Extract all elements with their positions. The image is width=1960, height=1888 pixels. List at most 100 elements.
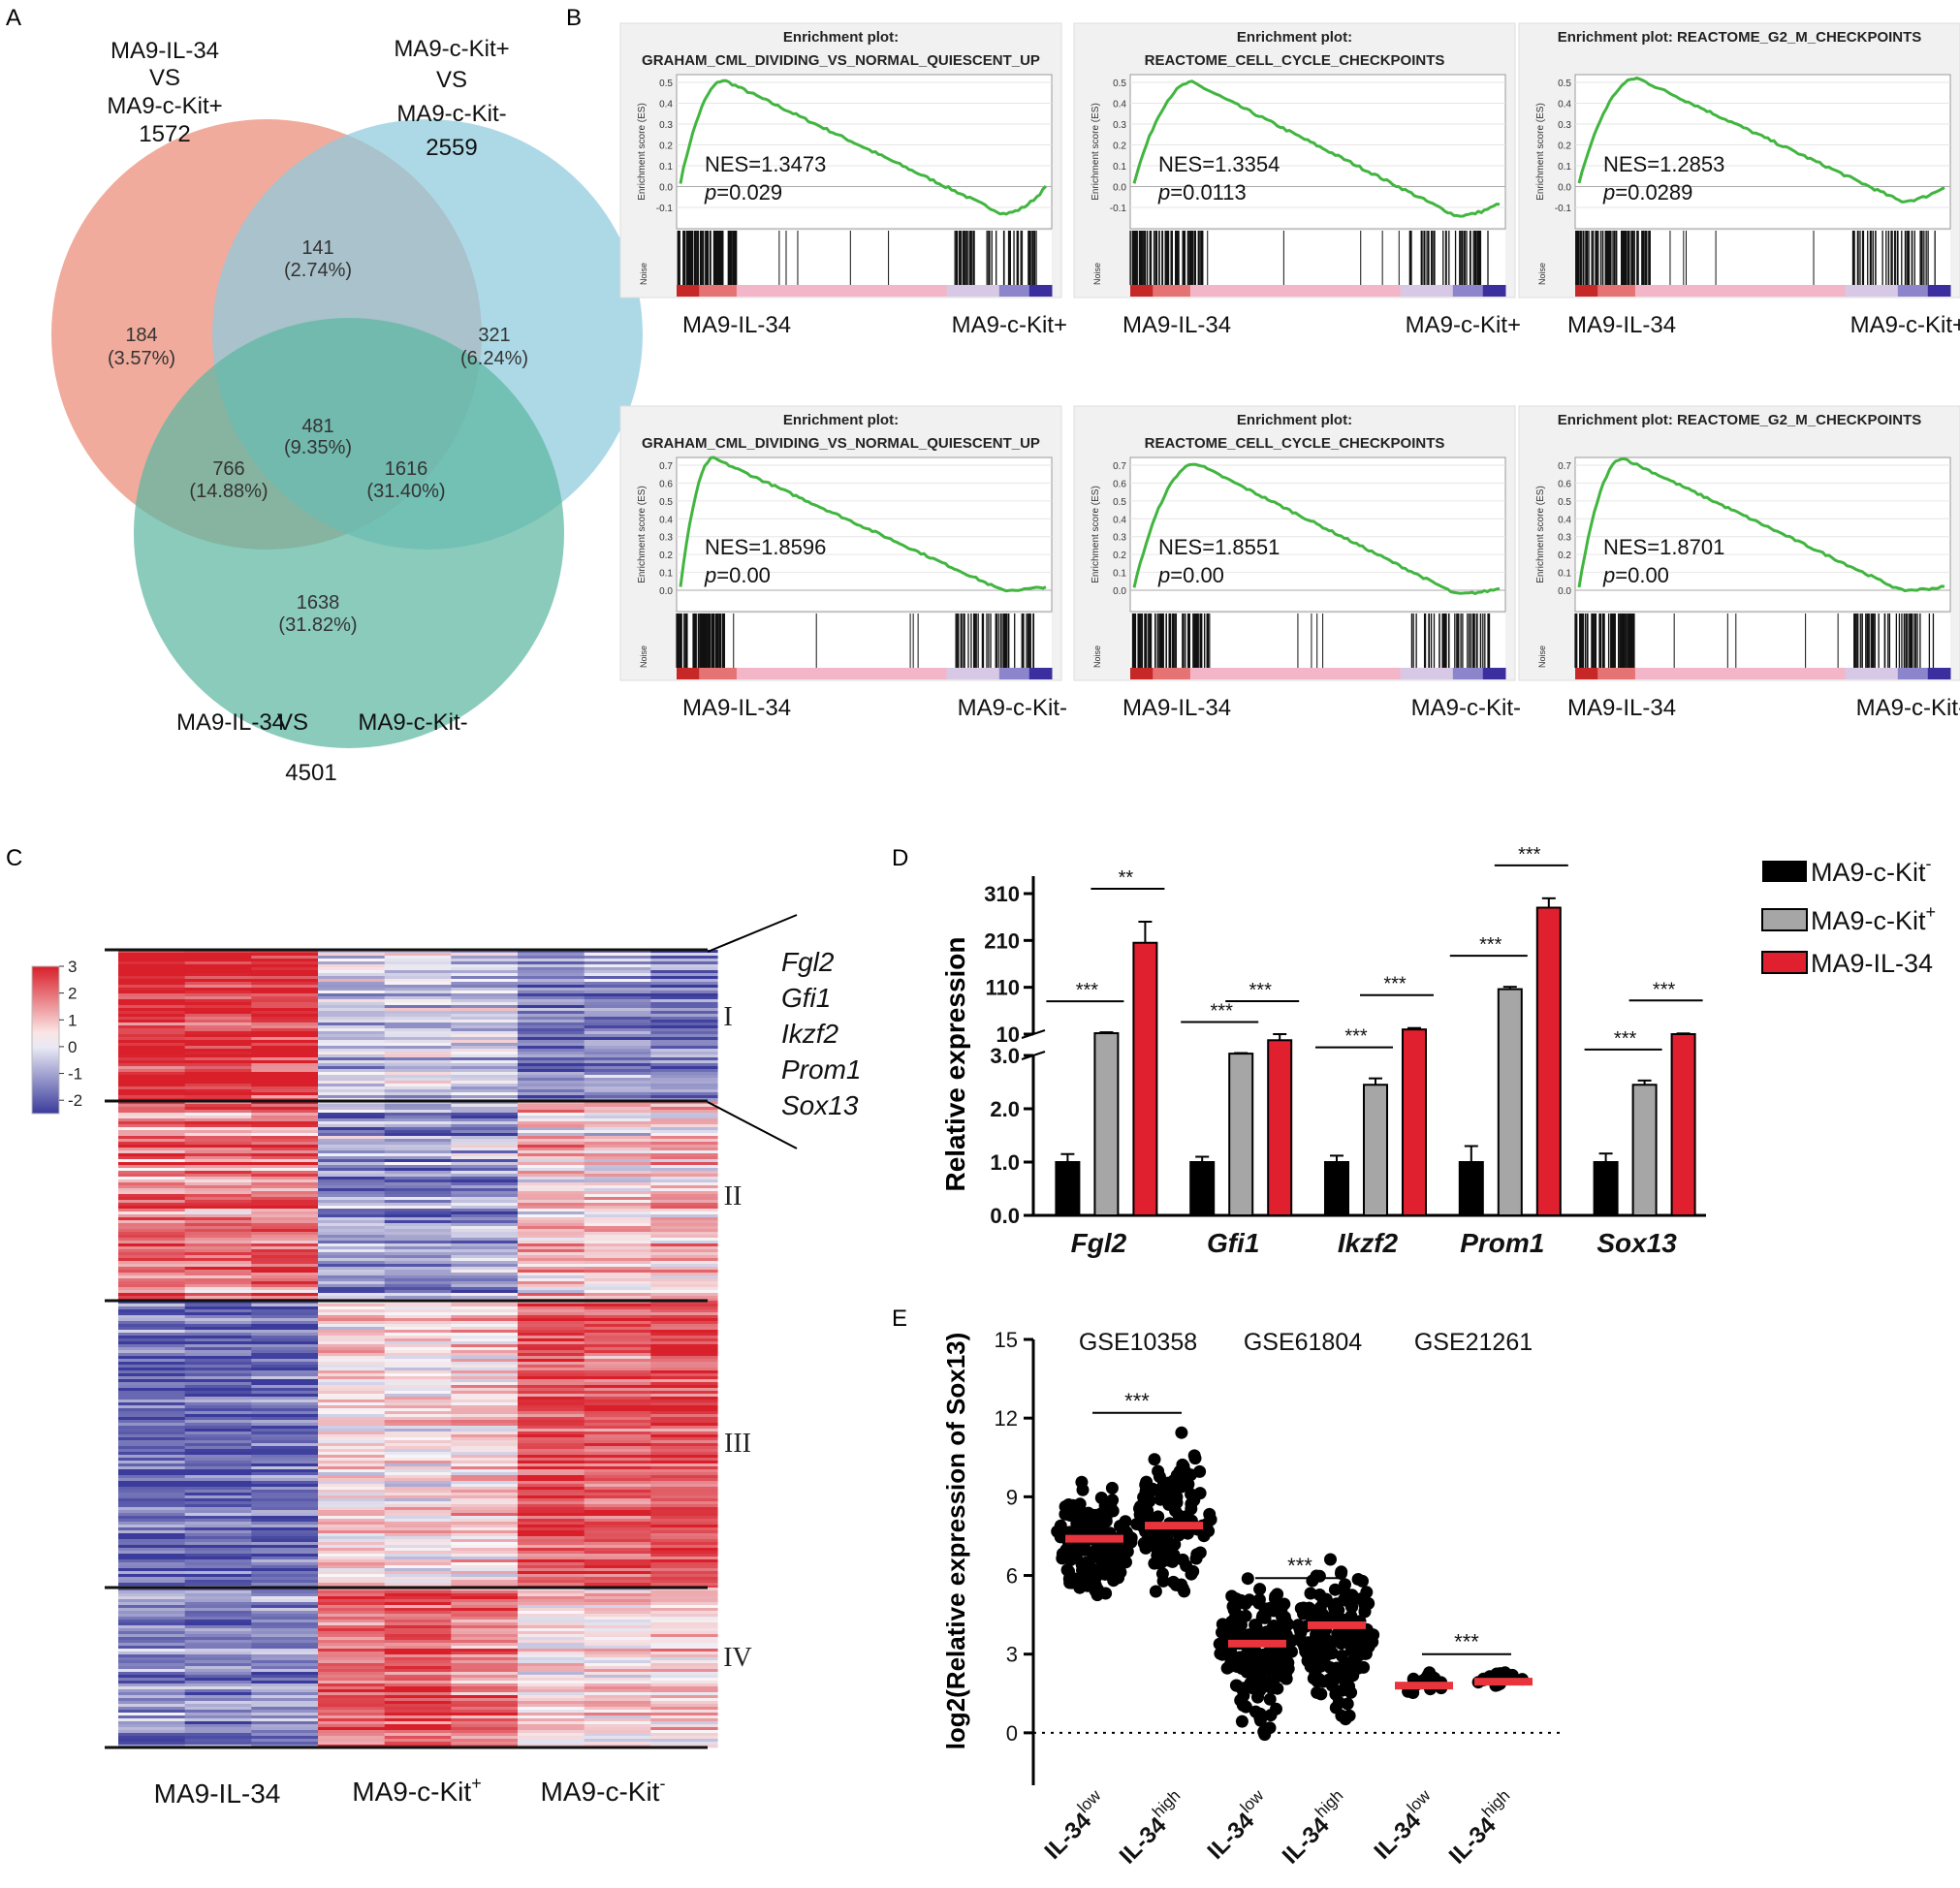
heatmap-cell <box>384 1014 452 1018</box>
heatmap-cell <box>384 1617 452 1621</box>
heatmap-cell <box>384 1654 452 1658</box>
gsea-title-line1: Enrichment plot: REACTOME_G2_M_CHECKPOIN… <box>1558 412 1922 428</box>
heatmap-cell <box>384 1287 452 1291</box>
heatmap-cell <box>584 1145 651 1149</box>
heatmap-cell <box>184 1554 252 1558</box>
heatmap-cell <box>451 1481 519 1485</box>
data-point <box>1269 1589 1282 1603</box>
heatmap-cell <box>118 1391 186 1395</box>
heatmap-cell <box>451 1057 519 1061</box>
heatmap-cell <box>384 1165 452 1169</box>
heatmap-cell <box>384 1681 452 1684</box>
heatmap-cell <box>251 1309 319 1313</box>
heatmap-cell <box>118 1008 186 1012</box>
gsea-title-line1: Enrichment plot: <box>783 412 899 428</box>
heatmap-cell <box>518 1376 585 1380</box>
heatmap-cell <box>251 1373 319 1377</box>
heatmap-cell <box>384 1599 452 1603</box>
heatmap-cell <box>584 1545 651 1549</box>
heatmap-cell <box>184 1596 252 1600</box>
heatmap-cell <box>118 1185 186 1189</box>
heatmap-cell <box>184 1391 252 1395</box>
heatmap-cell <box>318 1704 386 1708</box>
panel-letter-c: C <box>6 845 22 871</box>
heatmap-cell <box>650 1333 718 1337</box>
panel-b: B Enrichment plot:GRAHAM_CML_DIVIDING_VS… <box>566 5 1960 721</box>
heatmap-cell <box>118 1101 186 1105</box>
heatmap-cell <box>184 1472 252 1476</box>
heatmap-cell <box>584 1513 651 1517</box>
heatmap-cell <box>251 1200 319 1204</box>
dot-x-label: IL-34high <box>1440 1786 1524 1870</box>
heatmap-cell <box>650 1689 718 1693</box>
gsea-y-tick: 0.5 <box>659 79 673 89</box>
heatmap-cell <box>184 1461 252 1464</box>
heatmap-cell <box>650 970 718 974</box>
heatmap-cell <box>451 1309 519 1313</box>
data-point <box>1330 1633 1343 1647</box>
heatmap-cell <box>184 1060 252 1064</box>
heatmap-cell <box>118 1069 186 1073</box>
heatmap-cell <box>584 1046 651 1050</box>
heatmap-cell <box>118 1478 186 1482</box>
heatmap-cell <box>118 1490 186 1494</box>
heatmap-cell <box>650 1165 718 1169</box>
heatmap-cell <box>584 1548 651 1552</box>
heatmap-cell <box>318 1513 386 1517</box>
heatmap-cell <box>518 1063 585 1067</box>
heatmap-cell <box>384 1275 452 1279</box>
data-point <box>1180 1559 1193 1572</box>
heatmap-cell <box>584 1466 651 1470</box>
heatmap-cell <box>518 1211 585 1215</box>
data-point <box>1155 1567 1169 1581</box>
dot-y-tick-label: 0 <box>1006 1721 1018 1746</box>
heatmap-cell <box>584 999 651 1003</box>
heatmap-cell <box>184 979 252 983</box>
heatmap-cell <box>118 1710 186 1714</box>
heatmap-cell <box>251 1028 319 1032</box>
gsea-y-label: Enrichment score (ES) <box>1535 103 1546 201</box>
heatmap-cell <box>584 1258 651 1262</box>
heatmap-cell <box>384 1078 452 1082</box>
heatmap-cell <box>650 1588 718 1591</box>
heatmap-cell <box>118 1066 186 1070</box>
heatmap-cell <box>584 1568 651 1572</box>
heatmap-cell <box>518 976 585 980</box>
heatmap-cell <box>184 1498 252 1502</box>
heatmap-cell <box>118 1293 186 1297</box>
heatmap-cell <box>451 1200 519 1204</box>
heatmap-cell <box>251 1571 319 1575</box>
heatmap-cell <box>318 1124 386 1128</box>
heatmap-cell <box>451 1507 519 1511</box>
heatmap-cell <box>451 1206 519 1210</box>
heatmap-cell <box>251 1628 319 1632</box>
gsea-plot: Enrichment plot:REACTOME_CELL_CYCLE_CHEC… <box>1073 22 1521 338</box>
heatmap-cell <box>451 1681 519 1684</box>
heatmap-cell <box>584 1385 651 1389</box>
heatmap-cell <box>650 961 718 965</box>
heatmap-cell <box>184 1368 252 1371</box>
heatmap-cell <box>118 1306 186 1310</box>
heatmap-cell <box>650 1400 718 1403</box>
heatmap-cell <box>518 1353 585 1357</box>
heatmap-cell <box>584 1191 651 1195</box>
heatmap-cell <box>384 1440 452 1444</box>
heatmap-cell <box>384 1203 452 1207</box>
heatmap-cell <box>518 1490 585 1494</box>
heatmap-cell <box>251 1669 319 1673</box>
heatmap-cell <box>251 1437 319 1441</box>
heatmap-cell <box>518 982 585 986</box>
heatmap-cell <box>384 1704 452 1708</box>
heatmap-cell <box>650 1206 718 1210</box>
heatmap-cell <box>184 1089 252 1093</box>
heatmap-cell <box>451 1359 519 1363</box>
heatmap-cell <box>584 1417 651 1421</box>
heatmap-cell <box>318 1287 386 1291</box>
heatmap-cell <box>118 1246 186 1250</box>
heatmap-cell <box>118 979 186 983</box>
heatmap-cell <box>650 1565 718 1569</box>
heatmap-cell <box>384 1046 452 1050</box>
heatmap-cell <box>650 1548 718 1552</box>
heatmap-cell <box>650 1614 718 1618</box>
heatmap-cell <box>451 1449 519 1453</box>
